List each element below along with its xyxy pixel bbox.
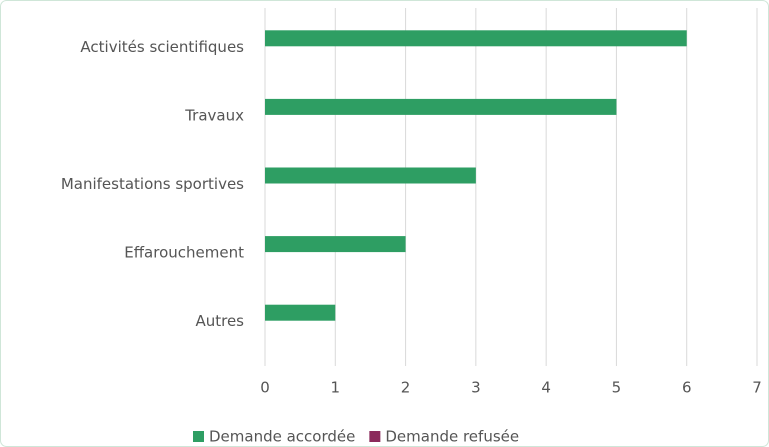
x-tick-label: 5 (612, 379, 622, 397)
y-tick-label: Activités scientifiques (80, 38, 244, 56)
bar (265, 30, 687, 47)
y-tick-label: Manifestations sportives (61, 175, 244, 193)
x-tick-label: 2 (401, 379, 411, 397)
legend-swatch (193, 431, 204, 442)
x-tick-label: 0 (260, 379, 270, 397)
y-tick-label: Autres (195, 312, 244, 330)
x-tick-label: 6 (682, 379, 692, 397)
x-tick-label: 7 (752, 379, 762, 397)
x-tick-label: 1 (331, 379, 341, 397)
y-tick-label: Travaux (184, 106, 244, 124)
bar (265, 236, 406, 253)
x-tick-label: 3 (471, 379, 481, 397)
y-tick-label: Effarouchement (124, 244, 244, 262)
bar (265, 304, 336, 321)
bar (265, 167, 476, 184)
legend-swatch (369, 431, 381, 442)
legend-label: Demande refusée (385, 428, 519, 446)
x-tick-label: 4 (541, 379, 551, 397)
bar (265, 98, 617, 115)
legend-label: Demande accordée (209, 428, 355, 446)
